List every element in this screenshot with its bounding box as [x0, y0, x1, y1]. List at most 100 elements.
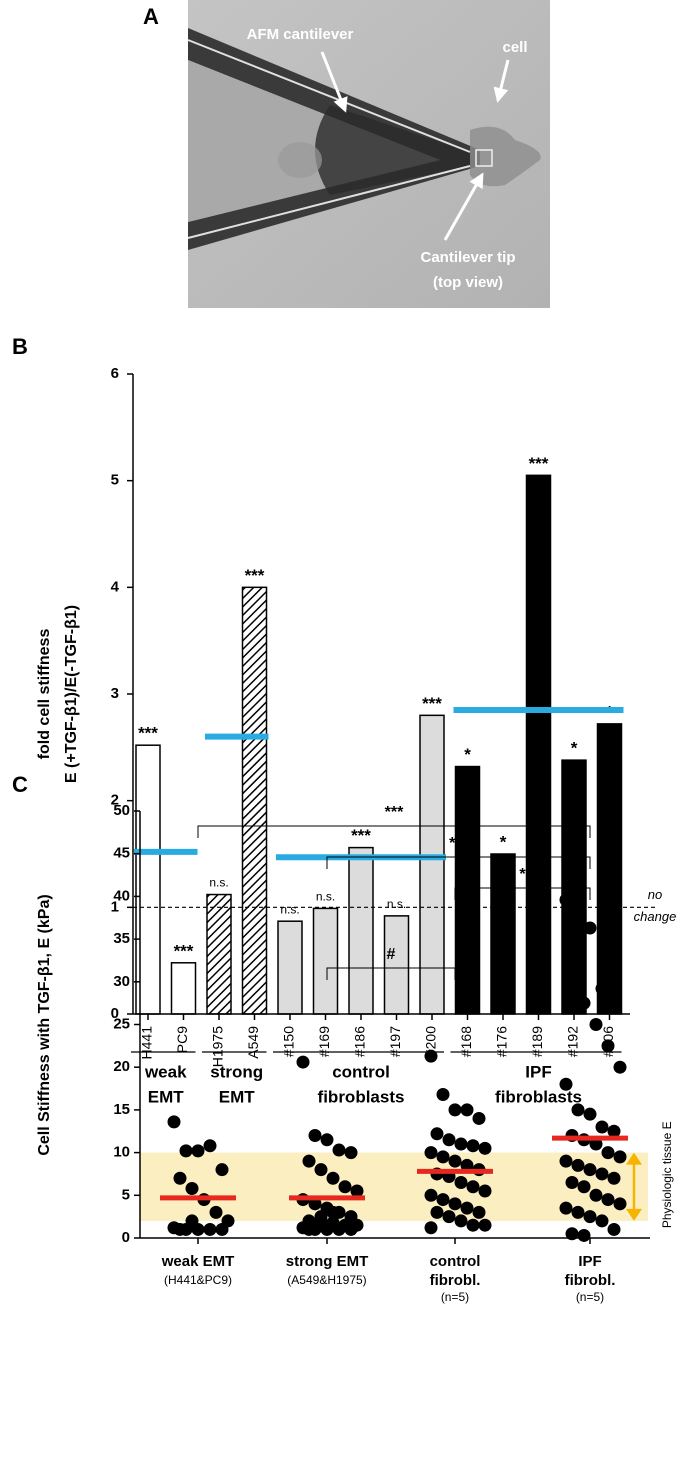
- data-point: [302, 1222, 316, 1236]
- significance-label: n.s.: [209, 876, 228, 890]
- y-tick-label: 0: [122, 1229, 130, 1246]
- annotation: Cantilever tip: [420, 249, 515, 266]
- y-tick-label: 5: [122, 1186, 130, 1203]
- group-label: IPF: [525, 1062, 551, 1081]
- significance-label: ***: [422, 694, 442, 713]
- data-point: [583, 1210, 597, 1224]
- data-point: [559, 1077, 573, 1091]
- data-point: [595, 1120, 609, 1134]
- data-point: [167, 1115, 181, 1129]
- data-point: [601, 1039, 615, 1053]
- y-tick-label: 25: [113, 1015, 130, 1032]
- data-point: [203, 1139, 217, 1153]
- y-axis-label: fold cell stiffness: [36, 629, 53, 760]
- data-point: [460, 1103, 474, 1117]
- x-tick-label: #200: [423, 1026, 439, 1057]
- data-point: [571, 1103, 585, 1117]
- data-point: [583, 1163, 597, 1177]
- y-tick-label: 40: [113, 887, 130, 904]
- data-point: [607, 1171, 621, 1185]
- bracket-label: *: [519, 866, 526, 883]
- x-tick-label: #150: [281, 1026, 297, 1057]
- annotation: AFM cantilever: [247, 26, 354, 43]
- bracket: [197, 825, 591, 838]
- x-tick-label: #169: [316, 1026, 332, 1057]
- group-label: fibroblasts: [495, 1087, 582, 1106]
- data-point: [559, 1154, 573, 1168]
- data-point: [436, 1150, 450, 1164]
- group-label: control: [332, 1062, 390, 1081]
- data-point: [442, 1133, 456, 1147]
- group-label: EMT: [219, 1087, 256, 1106]
- bar: [277, 920, 303, 1015]
- bar: [241, 586, 268, 1015]
- data-point: [448, 1154, 462, 1168]
- data-point: [601, 1146, 615, 1160]
- data-point: [589, 1018, 603, 1031]
- annotation: cell: [502, 39, 527, 56]
- bar: [206, 893, 232, 1015]
- significance-label: *: [571, 739, 578, 758]
- x-tick-label: A549: [245, 1026, 261, 1059]
- data-point: [565, 1227, 579, 1241]
- data-point: [430, 1127, 444, 1141]
- bracket-label: ***: [385, 804, 404, 821]
- data-point: [595, 1167, 609, 1181]
- data-point: [179, 1144, 193, 1158]
- y-tick-label: 15: [113, 1101, 130, 1118]
- significance-label: *: [500, 832, 507, 851]
- significance-label: n.s.: [387, 897, 406, 911]
- x-tick-label: IPF: [578, 1253, 601, 1270]
- data-point: [565, 1175, 579, 1189]
- x-tick-label: strong EMT: [286, 1253, 369, 1270]
- data-point: [613, 1060, 627, 1074]
- y-tick-label: 30: [113, 973, 130, 990]
- y-tick-label: 2: [111, 792, 119, 809]
- data-point: [302, 1154, 316, 1168]
- data-point: [314, 1210, 328, 1224]
- significance-label: ***: [138, 724, 158, 743]
- significance-label: n.s.: [280, 902, 299, 916]
- data-point: [326, 1205, 340, 1219]
- data-point: [601, 1193, 615, 1207]
- data-point: [571, 1205, 585, 1219]
- x-tick-label: PC9: [174, 1026, 190, 1053]
- data-point: [583, 1107, 597, 1121]
- data-point: [424, 1188, 438, 1202]
- data-point: [466, 1218, 480, 1232]
- bar: [383, 915, 410, 1015]
- data-point: [472, 1205, 486, 1219]
- significance-label: ***: [245, 566, 265, 585]
- y-tick-label: 10: [113, 1144, 130, 1161]
- data-point: [191, 1144, 205, 1158]
- data-point: [466, 1180, 480, 1194]
- data-point: [571, 895, 585, 909]
- significance-label: ***: [351, 826, 371, 845]
- bar: [170, 962, 197, 1015]
- significance-label: n.s.: [316, 890, 335, 904]
- data-point: [296, 1055, 310, 1069]
- data-point: [436, 1088, 450, 1102]
- x-tick-label: weak EMT: [161, 1253, 235, 1270]
- x-tick-label: #186: [352, 1026, 368, 1057]
- y-tick-label: 4: [111, 578, 120, 595]
- data-point: [436, 1193, 450, 1207]
- data-point: [454, 1214, 468, 1228]
- y-tick-label: 35: [113, 930, 130, 947]
- bar: [596, 723, 623, 1015]
- bracket-label: ***: [449, 835, 468, 852]
- data-point: [478, 1184, 492, 1198]
- data-point: [430, 1205, 444, 1219]
- panel-label: B: [12, 334, 28, 359]
- bracket: [326, 856, 591, 869]
- y-tick-label: 0: [111, 1005, 119, 1022]
- x-tick-label: #168: [458, 1026, 474, 1057]
- data-point: [460, 1201, 474, 1215]
- data-point: [209, 1205, 223, 1219]
- data-point: [559, 893, 573, 907]
- bracket: [326, 967, 456, 980]
- bar: [525, 474, 552, 1015]
- significance-label: *: [464, 745, 471, 764]
